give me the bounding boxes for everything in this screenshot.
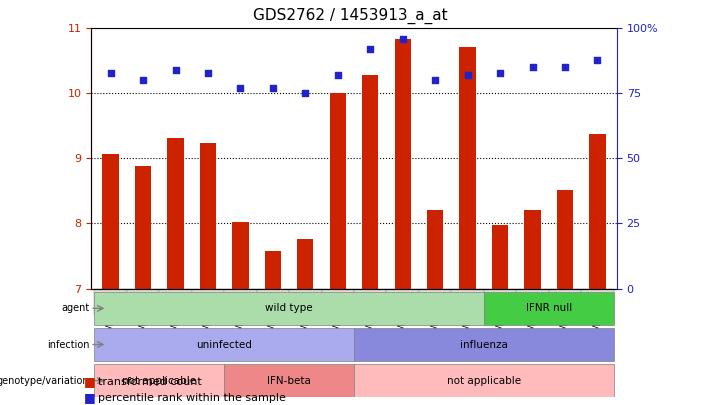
Point bbox=[397, 36, 408, 42]
Point bbox=[203, 69, 214, 76]
FancyBboxPatch shape bbox=[95, 364, 224, 397]
Bar bbox=[265, 251, 281, 288]
Point bbox=[462, 72, 473, 79]
Text: infection: infection bbox=[47, 339, 90, 350]
Point bbox=[105, 69, 116, 76]
Text: IFNR null: IFNR null bbox=[526, 303, 572, 313]
Bar bbox=[102, 154, 118, 288]
Point bbox=[494, 69, 505, 76]
FancyBboxPatch shape bbox=[484, 292, 613, 325]
Point bbox=[300, 90, 311, 97]
FancyBboxPatch shape bbox=[95, 292, 484, 325]
FancyBboxPatch shape bbox=[289, 288, 322, 315]
Text: transformed count: transformed count bbox=[98, 377, 202, 387]
FancyBboxPatch shape bbox=[451, 288, 484, 315]
FancyBboxPatch shape bbox=[224, 288, 257, 315]
FancyBboxPatch shape bbox=[192, 288, 224, 315]
FancyBboxPatch shape bbox=[257, 288, 289, 315]
Point bbox=[430, 77, 441, 83]
Bar bbox=[329, 94, 346, 288]
Point bbox=[527, 64, 538, 70]
FancyBboxPatch shape bbox=[516, 288, 549, 315]
Bar bbox=[362, 75, 379, 288]
FancyBboxPatch shape bbox=[95, 288, 127, 315]
FancyBboxPatch shape bbox=[95, 328, 354, 361]
FancyBboxPatch shape bbox=[354, 288, 386, 315]
Text: ■: ■ bbox=[84, 391, 96, 404]
FancyBboxPatch shape bbox=[419, 288, 451, 315]
FancyBboxPatch shape bbox=[354, 328, 613, 361]
Point bbox=[267, 85, 278, 92]
Bar bbox=[135, 166, 151, 288]
FancyBboxPatch shape bbox=[581, 288, 613, 315]
Bar bbox=[168, 138, 184, 288]
Point bbox=[235, 85, 246, 92]
Bar bbox=[297, 239, 313, 288]
FancyBboxPatch shape bbox=[322, 288, 354, 315]
Bar bbox=[232, 222, 249, 288]
Bar bbox=[200, 143, 216, 288]
Point bbox=[332, 72, 343, 79]
Text: percentile rank within the sample: percentile rank within the sample bbox=[98, 393, 286, 403]
Bar bbox=[590, 134, 606, 288]
Bar bbox=[492, 226, 508, 288]
FancyBboxPatch shape bbox=[127, 288, 159, 315]
Text: GDS2762 / 1453913_a_at: GDS2762 / 1453913_a_at bbox=[253, 8, 448, 24]
Bar bbox=[524, 211, 540, 288]
Bar bbox=[395, 39, 411, 288]
Text: IFN-beta: IFN-beta bbox=[267, 376, 311, 386]
Point bbox=[365, 46, 376, 52]
Text: influenza: influenza bbox=[460, 339, 508, 350]
Text: ■: ■ bbox=[84, 375, 96, 388]
Text: wild type: wild type bbox=[265, 303, 313, 313]
Bar bbox=[427, 211, 443, 288]
Text: not applicable: not applicable bbox=[122, 376, 196, 386]
Text: uninfected: uninfected bbox=[196, 339, 252, 350]
Point bbox=[559, 64, 571, 70]
FancyBboxPatch shape bbox=[354, 364, 613, 397]
FancyBboxPatch shape bbox=[386, 288, 419, 315]
Point bbox=[170, 67, 181, 73]
Text: agent: agent bbox=[61, 303, 90, 313]
Text: genotype/variation: genotype/variation bbox=[0, 376, 90, 386]
FancyBboxPatch shape bbox=[549, 288, 581, 315]
FancyBboxPatch shape bbox=[224, 364, 354, 397]
Point bbox=[137, 77, 149, 83]
Bar bbox=[557, 190, 573, 288]
Text: not applicable: not applicable bbox=[447, 376, 521, 386]
FancyBboxPatch shape bbox=[159, 288, 192, 315]
Point bbox=[592, 56, 603, 63]
FancyBboxPatch shape bbox=[484, 288, 516, 315]
Bar bbox=[459, 47, 476, 288]
